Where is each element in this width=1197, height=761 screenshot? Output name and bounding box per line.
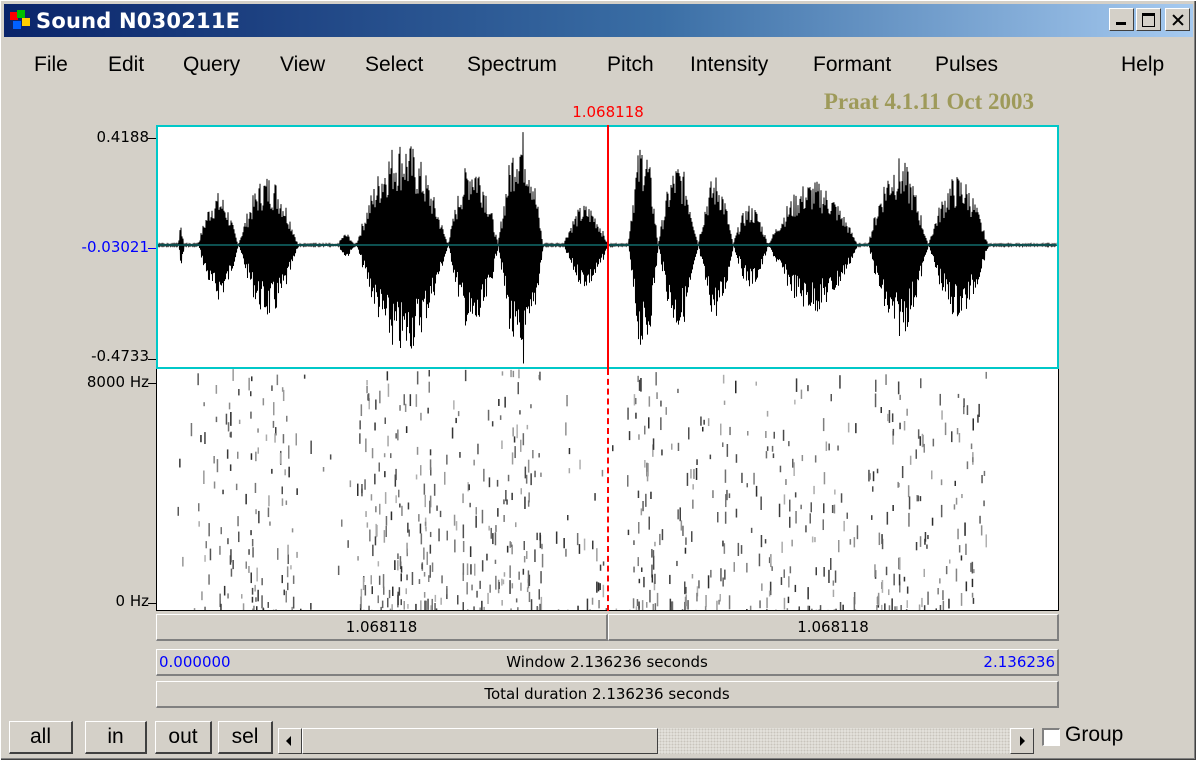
spectrogram-plot: [177, 369, 987, 610]
total-duration-label: Total duration 2.136236 seconds: [484, 685, 730, 703]
horizontal-scrollbar[interactable]: [278, 728, 1034, 754]
menu-pitch[interactable]: Pitch: [607, 53, 654, 76]
window-start: 0.000000: [159, 653, 231, 671]
all-button[interactable]: all: [9, 721, 73, 754]
minimize-icon[interactable]: [1109, 8, 1134, 31]
window-title: Sound N030211E: [36, 8, 241, 33]
segment-left-bar[interactable]: 1.068118: [156, 614, 608, 641]
close-icon[interactable]: [1165, 8, 1190, 31]
version-stamp: Praat 4.1.11 Oct 2003: [823, 89, 1034, 114]
menu-formant[interactable]: Formant: [813, 53, 892, 76]
title-bar[interactable]: Sound N030211E: [4, 4, 1193, 37]
cursor-line: [607, 125, 609, 369]
praat-app-icon: [10, 9, 32, 32]
group-label[interactable]: Group: [1065, 723, 1124, 746]
menu-view[interactable]: View: [280, 53, 326, 76]
zoom-out-button[interactable]: out: [155, 721, 212, 754]
zoom-selection-button[interactable]: sel: [218, 721, 273, 754]
arrow-right-icon[interactable]: [1010, 728, 1034, 754]
scrollbar-thumb[interactable]: [302, 728, 658, 754]
spectrogram-f-min: 0 Hz: [115, 592, 149, 610]
window-bar[interactable]: 0.000000 Window 2.136236 seconds 2.13623…: [156, 649, 1059, 676]
menu-spectrum[interactable]: Spectrum: [467, 53, 557, 76]
menu-intensity[interactable]: Intensity: [690, 53, 769, 76]
menu-edit[interactable]: Edit: [108, 53, 145, 76]
waveform-y-max: 0.4188: [96, 128, 150, 146]
segment-right-duration: 1.068118: [797, 618, 869, 636]
zoom-in-button[interactable]: in: [85, 721, 147, 754]
cursor-time-label: 1.068118: [572, 103, 644, 121]
menu-file[interactable]: File: [34, 53, 68, 76]
maximize-icon[interactable]: [1136, 8, 1161, 31]
window-end: 2.136236: [983, 653, 1055, 671]
menu-select[interactable]: Select: [365, 53, 424, 76]
menu-bar: File Edit Query View Select Spectrum Pit…: [4, 49, 1193, 81]
arrow-left-icon[interactable]: [278, 728, 302, 754]
window-label: Window 2.136236 seconds: [506, 653, 708, 671]
waveform-y-mid: -0.03021: [81, 238, 149, 256]
cursor-line-spectrogram: [607, 369, 609, 611]
group-checkbox[interactable]: [1042, 728, 1060, 746]
total-duration-bar[interactable]: Total duration 2.136236 seconds: [156, 681, 1059, 708]
menu-query[interactable]: Query: [183, 53, 241, 76]
segment-left-duration: 1.068118: [345, 618, 418, 636]
menu-pulses[interactable]: Pulses: [935, 53, 999, 76]
spectrogram-f-max: 8000 Hz: [86, 373, 149, 391]
menu-help[interactable]: Help: [1121, 53, 1165, 76]
waveform-y-min: -0.4733: [91, 347, 149, 365]
segment-right-bar[interactable]: 1.068118: [608, 614, 1059, 641]
